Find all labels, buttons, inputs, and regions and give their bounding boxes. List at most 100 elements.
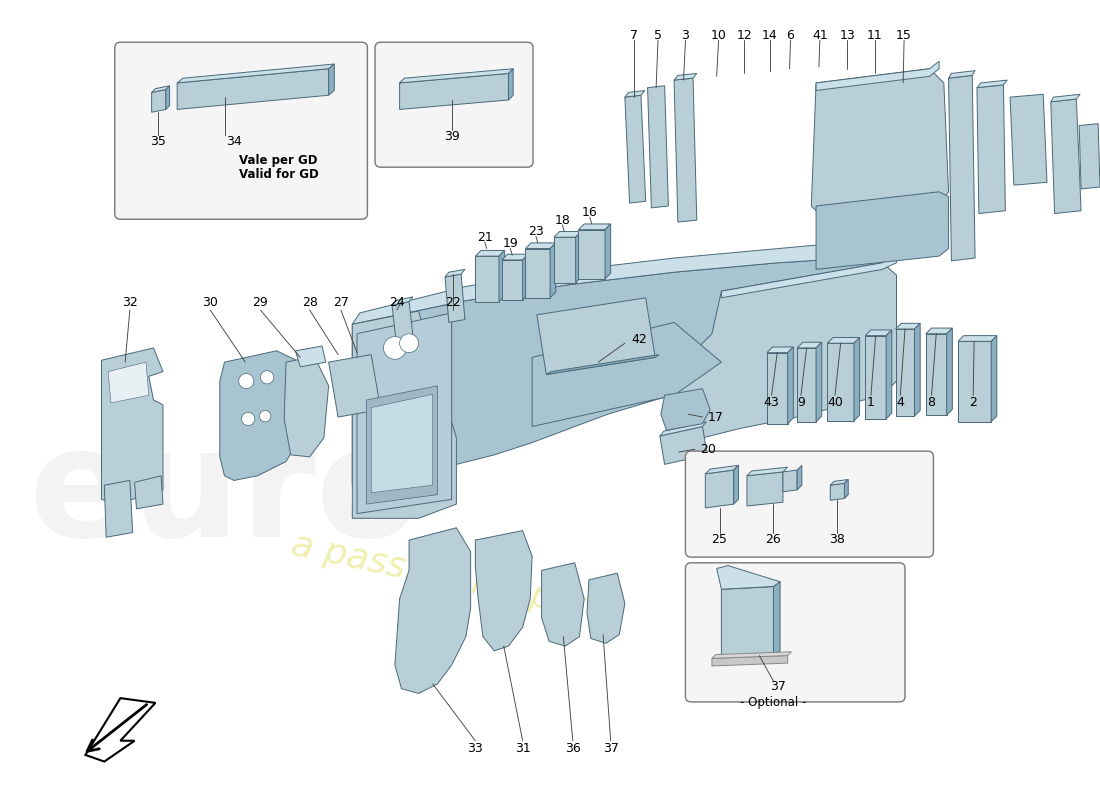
Text: 16: 16	[582, 206, 597, 219]
Polygon shape	[446, 274, 465, 322]
Polygon shape	[866, 330, 892, 336]
Polygon shape	[284, 357, 329, 457]
Polygon shape	[371, 394, 432, 493]
Polygon shape	[948, 75, 975, 261]
Polygon shape	[1050, 94, 1080, 102]
Polygon shape	[108, 362, 148, 403]
Polygon shape	[827, 343, 854, 421]
Polygon shape	[366, 386, 438, 504]
Polygon shape	[104, 481, 133, 538]
Polygon shape	[722, 256, 896, 298]
Polygon shape	[947, 328, 953, 415]
Text: 14: 14	[762, 29, 778, 42]
Polygon shape	[220, 350, 305, 481]
Polygon shape	[625, 95, 646, 203]
Polygon shape	[767, 347, 793, 353]
Polygon shape	[399, 69, 514, 83]
Polygon shape	[532, 322, 722, 426]
Polygon shape	[579, 224, 610, 230]
Text: 37: 37	[603, 742, 618, 755]
Text: 21: 21	[477, 230, 493, 244]
Text: 9: 9	[798, 396, 805, 410]
Polygon shape	[352, 256, 882, 485]
Text: 23: 23	[528, 225, 543, 238]
Polygon shape	[502, 254, 528, 260]
Polygon shape	[705, 470, 734, 508]
Polygon shape	[329, 354, 381, 417]
Polygon shape	[747, 467, 788, 476]
Polygon shape	[177, 64, 334, 83]
Polygon shape	[660, 422, 706, 436]
Polygon shape	[798, 348, 816, 422]
Circle shape	[242, 412, 255, 426]
Text: 13: 13	[839, 29, 855, 42]
Polygon shape	[392, 302, 414, 347]
Text: 27: 27	[333, 296, 349, 309]
Polygon shape	[86, 698, 155, 762]
Polygon shape	[296, 346, 326, 367]
Polygon shape	[854, 338, 859, 421]
Text: 18: 18	[554, 214, 570, 226]
Polygon shape	[991, 336, 997, 422]
Polygon shape	[717, 566, 780, 590]
Text: 39: 39	[443, 130, 460, 143]
Text: 20: 20	[700, 442, 715, 456]
Text: 29: 29	[253, 296, 268, 309]
Polygon shape	[547, 354, 659, 374]
Polygon shape	[705, 466, 738, 474]
Text: 7: 7	[630, 29, 638, 42]
Text: 32: 32	[122, 296, 138, 309]
Polygon shape	[926, 334, 947, 415]
Polygon shape	[499, 250, 505, 302]
Polygon shape	[392, 297, 412, 306]
Text: 4: 4	[896, 396, 904, 410]
Polygon shape	[358, 313, 452, 514]
Polygon shape	[475, 530, 532, 651]
Text: 42: 42	[631, 333, 647, 346]
Polygon shape	[575, 231, 581, 282]
Polygon shape	[812, 69, 948, 220]
Polygon shape	[722, 582, 780, 590]
FancyBboxPatch shape	[685, 451, 934, 557]
Polygon shape	[526, 249, 550, 298]
Polygon shape	[827, 338, 859, 343]
Text: 6: 6	[786, 29, 794, 42]
Polygon shape	[101, 348, 163, 504]
Text: 26: 26	[766, 533, 781, 546]
Polygon shape	[352, 234, 896, 324]
Polygon shape	[329, 64, 334, 95]
Polygon shape	[541, 562, 584, 646]
Text: euro: euro	[29, 420, 421, 569]
Polygon shape	[587, 574, 625, 643]
Polygon shape	[895, 329, 914, 416]
Text: 36: 36	[565, 742, 581, 755]
Text: - Optional -: - Optional -	[740, 696, 806, 710]
Polygon shape	[926, 328, 953, 334]
Polygon shape	[152, 90, 166, 112]
Text: 43: 43	[763, 396, 780, 410]
Text: 35: 35	[151, 135, 166, 148]
Polygon shape	[550, 243, 556, 298]
Polygon shape	[977, 80, 1008, 88]
Polygon shape	[502, 260, 522, 300]
Circle shape	[384, 337, 406, 359]
Polygon shape	[788, 347, 793, 424]
Polygon shape	[508, 69, 514, 100]
Polygon shape	[660, 426, 707, 464]
Polygon shape	[977, 85, 1005, 214]
Text: 30: 30	[202, 296, 218, 309]
Polygon shape	[798, 342, 822, 348]
Polygon shape	[352, 311, 456, 518]
Text: 1: 1	[867, 396, 875, 410]
Polygon shape	[395, 528, 471, 694]
Circle shape	[261, 370, 274, 384]
Polygon shape	[747, 472, 783, 506]
Text: 19: 19	[503, 238, 518, 250]
Polygon shape	[816, 342, 822, 422]
Polygon shape	[773, 582, 780, 655]
Circle shape	[399, 334, 418, 353]
Polygon shape	[579, 230, 605, 279]
Text: 2: 2	[969, 396, 977, 410]
FancyBboxPatch shape	[685, 562, 905, 702]
Polygon shape	[722, 586, 773, 658]
